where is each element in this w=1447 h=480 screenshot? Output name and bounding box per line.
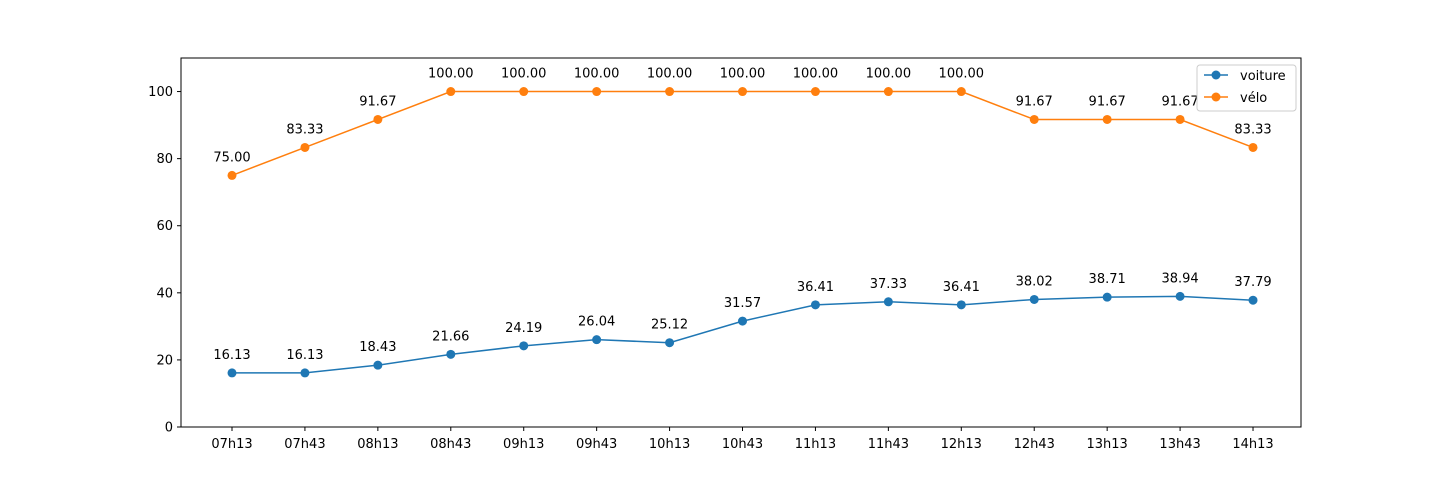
data-label-velo: 75.00 <box>213 150 250 165</box>
data-label-velo: 100.00 <box>428 67 474 82</box>
x-tick-label: 07h43 <box>284 437 325 452</box>
data-point-velo <box>665 87 675 97</box>
data-label-velo: 100.00 <box>647 67 693 82</box>
data-point-velo <box>810 87 820 97</box>
data-point-voiture <box>446 349 456 359</box>
data-point-voiture <box>1102 292 1112 302</box>
data-label-voiture: 18.43 <box>359 340 396 355</box>
axis-layer: 07h13 07h43 08h13 08h43 09h13 09h43 10h13 10h43… <box>148 85 1274 452</box>
data-point-voiture <box>1248 295 1258 305</box>
data-label-velo: 91.67 <box>1161 94 1198 109</box>
data-label-velo: 91.67 <box>359 94 396 109</box>
x-tick-label: 09h43 <box>576 437 617 452</box>
plot-frame <box>180 57 1302 428</box>
data-point-voiture <box>519 341 529 351</box>
legend-marker-voiture <box>1211 70 1221 80</box>
data-point-velo <box>1248 142 1258 152</box>
data-label-voiture: 21.66 <box>432 329 469 344</box>
data-label-voiture: 37.33 <box>870 277 907 292</box>
data-label-velo: 91.67 <box>1089 94 1126 109</box>
data-point-voiture <box>373 360 383 370</box>
data-point-voiture <box>956 300 966 310</box>
data-point-voiture <box>1029 294 1039 304</box>
y-tick-label: 40 <box>156 286 173 301</box>
y-tick-label: 60 <box>156 219 173 234</box>
data-label-velo: 83.33 <box>1234 122 1271 137</box>
data-point-velo <box>519 87 529 97</box>
data-label-velo: 100.00 <box>793 67 839 82</box>
x-tick-label: 10h13 <box>649 437 690 452</box>
data-label-voiture: 16.13 <box>213 348 250 363</box>
data-point-voiture <box>1175 291 1185 301</box>
x-tick-label: 09h13 <box>503 437 544 452</box>
x-tick-label: 10h43 <box>722 437 763 452</box>
data-point-velo <box>956 87 966 97</box>
data-point-velo <box>883 87 893 97</box>
data-label-voiture: 37.79 <box>1234 275 1271 290</box>
data-label-velo: 100.00 <box>720 67 766 82</box>
data-label-voiture: 31.57 <box>724 296 761 311</box>
data-label-voiture: 16.13 <box>286 348 323 363</box>
data-point-voiture <box>665 338 675 348</box>
data-point-voiture <box>300 368 310 378</box>
data-point-voiture <box>592 335 602 345</box>
x-tick-label: 08h13 <box>357 437 398 452</box>
data-label-voiture: 38.02 <box>1016 274 1053 289</box>
data-point-voiture <box>810 300 820 310</box>
plot-area <box>181 58 1301 427</box>
data-point-velo <box>1029 114 1039 124</box>
data-label-voiture: 36.41 <box>797 280 834 295</box>
x-tick-label: 08h43 <box>430 437 471 452</box>
data-label-voiture: 38.71 <box>1089 272 1126 287</box>
data-point-voiture <box>227 368 237 378</box>
data-point-velo <box>227 170 237 180</box>
data-label-layer: 16.13 16.13 18.43 21.66 24.19 26.04 25.12 31.57… <box>213 67 1271 363</box>
y-tick-label: 20 <box>156 353 173 368</box>
data-label-voiture: 36.41 <box>943 280 980 295</box>
data-point-voiture <box>883 297 893 307</box>
data-label-velo: 83.33 <box>286 122 323 137</box>
data-point-voiture <box>738 316 748 326</box>
data-point-velo <box>373 114 383 124</box>
legend-marker-velo <box>1211 92 1221 102</box>
data-label-voiture: 38.94 <box>1161 271 1198 286</box>
y-tick-label: 0 <box>165 421 173 436</box>
y-tick-label: 100 <box>148 85 173 100</box>
x-tick-label: 12h43 <box>1014 437 1055 452</box>
data-label-voiture: 25.12 <box>651 318 688 333</box>
x-tick-label: 07h13 <box>211 437 252 452</box>
data-point-velo <box>592 87 602 97</box>
legend-label-velo: vélo <box>1240 91 1267 106</box>
data-point-velo <box>446 87 456 97</box>
data-label-voiture: 26.04 <box>578 315 615 330</box>
x-tick-label: 12h13 <box>941 437 982 452</box>
data-label-voiture: 24.19 <box>505 321 542 336</box>
data-point-velo <box>738 87 748 97</box>
data-label-velo: 100.00 <box>866 67 912 82</box>
x-tick-label: 14h13 <box>1232 437 1273 452</box>
data-label-velo: 100.00 <box>574 67 620 82</box>
data-point-velo <box>1102 114 1112 124</box>
data-label-velo: 100.00 <box>501 67 547 82</box>
legend-box <box>1196 64 1297 112</box>
series-layer <box>227 87 1258 378</box>
data-point-velo <box>300 142 310 152</box>
data-point-velo <box>1175 114 1185 124</box>
legend: voiture vélo <box>1196 64 1297 112</box>
x-tick-label: 11h43 <box>868 437 909 452</box>
data-label-velo: 91.67 <box>1016 94 1053 109</box>
x-tick-label: 11h13 <box>795 437 836 452</box>
y-tick-label: 80 <box>156 152 173 167</box>
data-label-velo: 100.00 <box>939 67 985 82</box>
x-tick-label: 13h13 <box>1086 437 1127 452</box>
legend-label-voiture: voiture <box>1240 69 1286 84</box>
x-tick-label: 13h43 <box>1159 437 1200 452</box>
